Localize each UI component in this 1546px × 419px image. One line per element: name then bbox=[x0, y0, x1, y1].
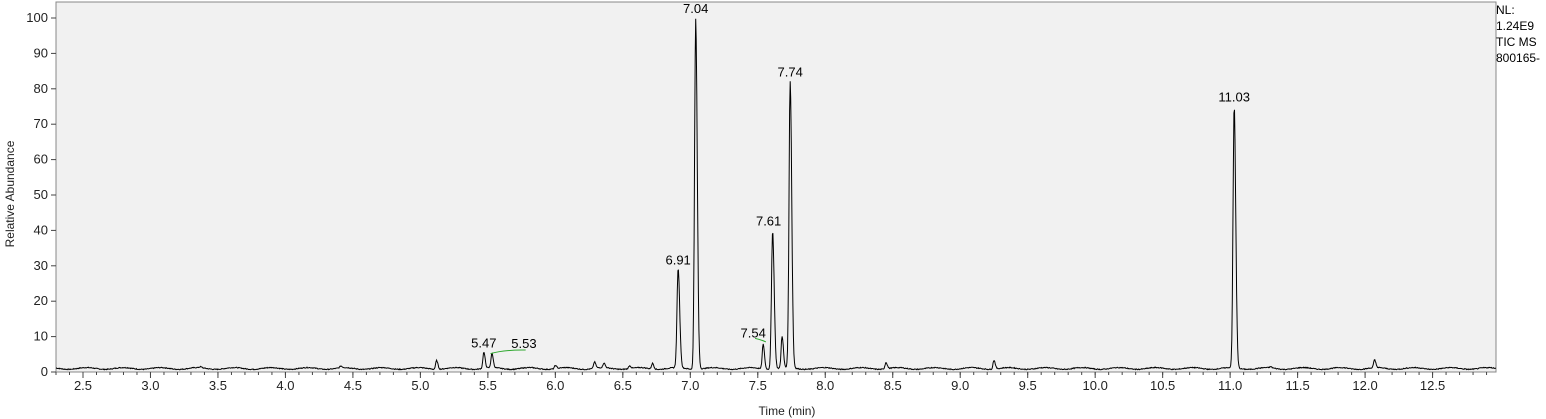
y-tick-label: 40 bbox=[34, 222, 48, 237]
peak-label: 7.74 bbox=[778, 65, 803, 80]
y-axis: 0 10 20 30 40 50 60 70 80 90 100 bbox=[26, 10, 56, 379]
y-tick-label: 20 bbox=[34, 293, 48, 308]
plot-area bbox=[55, 1, 1497, 373]
x-tick-label: 4.0 bbox=[276, 378, 294, 393]
integration-marker bbox=[490, 349, 526, 355]
x-tick-label: 3.5 bbox=[209, 378, 227, 393]
x-tick-label: 11.0 bbox=[1218, 378, 1242, 393]
y-tick-label: 50 bbox=[34, 187, 48, 202]
x-tick-label: 5.5 bbox=[479, 378, 497, 393]
nl-value: 1.24E9 bbox=[1496, 19, 1535, 33]
x-tick-label: 9.0 bbox=[951, 378, 969, 393]
x-tick-label: 9.5 bbox=[1019, 378, 1037, 393]
x-axis: 2.5 3.0 3.5 4.0 4.5 5.0 5.5 6.0 6.5 7.0 7.5 8.0 8.5 9… bbox=[55, 372, 1488, 393]
peak-label: 5.53 bbox=[511, 336, 536, 351]
y-axis-title: Relative Abundance bbox=[3, 140, 17, 247]
peak-markers bbox=[490, 337, 767, 355]
x-tick-label: 7.5 bbox=[749, 378, 767, 393]
x-tick-label: 8.0 bbox=[816, 378, 834, 393]
y-tick-label: 80 bbox=[34, 81, 48, 96]
y-tick-label: 100 bbox=[26, 10, 48, 25]
peak-label: 5.47 bbox=[471, 336, 496, 351]
x-tick-label: 6.0 bbox=[546, 378, 564, 393]
nl-label: NL: bbox=[1496, 3, 1515, 17]
x-tick-label: 5.0 bbox=[411, 378, 429, 393]
x-tick-label: 7.0 bbox=[681, 378, 699, 393]
peak-label: 6.91 bbox=[665, 252, 690, 267]
y-tick-label: 70 bbox=[34, 116, 48, 131]
x-tick-label: 2.5 bbox=[74, 378, 92, 393]
y-tick-label: 90 bbox=[34, 45, 48, 60]
file-name: 800165- bbox=[1496, 51, 1541, 65]
y-tick-label: 60 bbox=[34, 152, 48, 167]
peak-label: 11.03 bbox=[1218, 90, 1250, 105]
x-tick-label: 10.5 bbox=[1150, 378, 1175, 393]
x-tick-label: 12.5 bbox=[1420, 378, 1445, 393]
peak-label: 7.04 bbox=[683, 1, 708, 16]
peak-label: 7.61 bbox=[756, 213, 781, 228]
x-tick-label: 11.5 bbox=[1285, 378, 1309, 393]
x-tick-label: 12.0 bbox=[1352, 378, 1377, 393]
x-tick-label: 4.5 bbox=[344, 378, 362, 393]
peak-labels: 5.47 5.53 6.91 7.04 7.54 7.61 7.74 11.03 bbox=[471, 1, 1250, 351]
x-tick-label: 6.5 bbox=[614, 378, 632, 393]
integration-marker bbox=[754, 337, 767, 343]
y-tick-label: 0 bbox=[41, 364, 48, 379]
x-tick-label: 3.0 bbox=[141, 378, 159, 393]
trace-info-panel: NL: 1.24E9 TIC MS 800165- bbox=[1496, 2, 1546, 66]
x-tick-label: 8.5 bbox=[884, 378, 902, 393]
y-tick-label: 30 bbox=[34, 258, 48, 273]
peak-label: 7.54 bbox=[741, 325, 766, 340]
x-axis-title: Time (min) bbox=[759, 404, 816, 418]
tic-trace-line bbox=[56, 18, 1497, 371]
trace-type: TIC MS bbox=[1496, 35, 1537, 49]
x-tick-label: 10.0 bbox=[1083, 378, 1108, 393]
y-tick-label: 10 bbox=[34, 329, 48, 344]
